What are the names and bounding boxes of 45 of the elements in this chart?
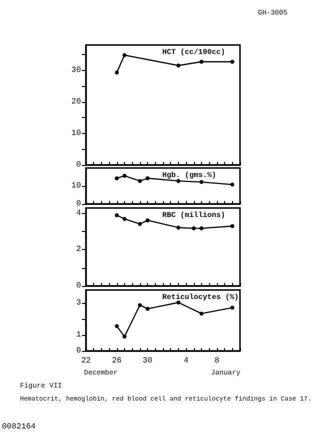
- x-tick-label: 22: [81, 356, 91, 366]
- point: [200, 60, 204, 64]
- point: [230, 224, 234, 228]
- point: [230, 306, 234, 310]
- point: [114, 324, 119, 328]
- point: [176, 64, 180, 68]
- x-tick-label: 26: [112, 356, 122, 366]
- point: [200, 180, 204, 184]
- y-tick-label: 1: [76, 330, 82, 340]
- y-tick-label: 0: [76, 200, 82, 208]
- point: [138, 303, 142, 308]
- x-tick-label: 4: [184, 356, 189, 366]
- point: [176, 226, 180, 230]
- point: [138, 222, 142, 226]
- point: [114, 176, 119, 180]
- point: [122, 334, 126, 339]
- y-tick-label: 10: [71, 182, 82, 190]
- y-tick-label: 2: [76, 245, 82, 254]
- y-tick-label: 20: [71, 97, 82, 106]
- y-tick-label: 0: [76, 282, 82, 290]
- point: [138, 178, 142, 183]
- point: [146, 176, 150, 180]
- point: [176, 300, 180, 305]
- x-tick-label: 8: [214, 356, 220, 366]
- point: [176, 178, 180, 183]
- y-tick-label: 4: [76, 208, 82, 218]
- y-tick-label: 0: [76, 346, 82, 356]
- text: 0082164: [2, 422, 36, 432]
- point: [114, 70, 119, 74]
- point: [146, 218, 150, 222]
- y-tick-label: 3: [76, 298, 82, 308]
- x-tick-label: 30: [142, 356, 153, 366]
- y-tick-label: 0: [76, 160, 82, 170]
- point: [122, 216, 126, 221]
- point: [122, 53, 126, 58]
- point: [114, 213, 119, 218]
- y-tick-label: 30: [71, 66, 82, 75]
- point: [146, 306, 150, 311]
- point: [230, 182, 234, 187]
- point: [122, 174, 126, 178]
- point: [192, 226, 196, 230]
- point: [200, 226, 204, 230]
- point: [230, 60, 234, 64]
- y-tick-label: 10: [71, 128, 82, 138]
- point: [200, 312, 204, 316]
